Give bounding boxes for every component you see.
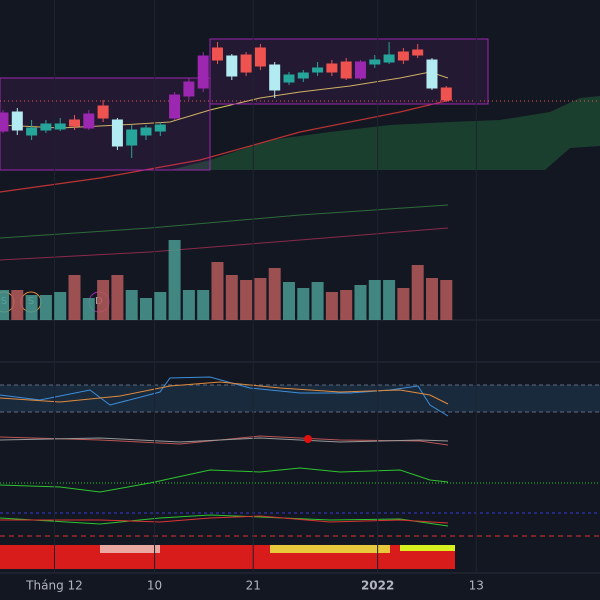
volume-bar: [168, 240, 181, 320]
candle-body: [226, 55, 238, 77]
candle-body: [240, 54, 252, 73]
volume-bar: [97, 280, 110, 320]
candle-body: [440, 87, 452, 101]
candle-body: [169, 94, 181, 119]
candle-body: [397, 51, 409, 61]
volume-bar: [325, 292, 338, 320]
candle-body: [312, 67, 324, 73]
volume-bar: [154, 292, 167, 320]
candle-body: [354, 61, 366, 79]
volume-bar: [383, 280, 396, 320]
candle-body: [0, 112, 9, 132]
candle-body: [426, 59, 438, 89]
volume-bar: [82, 298, 95, 320]
volume-bar: [111, 275, 124, 320]
candle-body: [154, 124, 166, 132]
candle-body: [211, 47, 223, 61]
volume-bar: [397, 288, 410, 320]
volume-bar: [354, 285, 367, 320]
candle-body: [97, 105, 109, 119]
candle-body: [340, 61, 352, 79]
candle-body: [383, 54, 395, 63]
candle-body: [140, 127, 152, 136]
candle-body: [269, 64, 281, 91]
volume-bar: [125, 290, 138, 320]
volume-bar: [340, 290, 353, 320]
x-tick-label: 21: [246, 579, 261, 593]
candle-body: [54, 123, 66, 130]
x-tick-label: Tháng 12: [25, 579, 83, 593]
volume-bar: [225, 275, 238, 320]
candle-body: [369, 59, 381, 65]
candle-body: [283, 74, 295, 83]
candle-body: [412, 49, 424, 56]
candle-body: [297, 72, 309, 79]
volume-bar: [425, 278, 438, 320]
volume-bar: [197, 290, 210, 320]
volume-bar: [182, 290, 195, 320]
volume-bar: [139, 298, 153, 320]
x-tick-label: 10: [147, 579, 162, 593]
volume-bar: [0, 290, 10, 320]
volume-bar: [311, 282, 324, 320]
volume-bar: [54, 292, 67, 320]
candle-body: [254, 47, 266, 67]
candle-body: [126, 129, 138, 146]
x-tick-label: 13: [469, 579, 484, 593]
volume-bar: [39, 295, 52, 320]
volume-bar: [268, 268, 281, 320]
volume-bar: [240, 280, 253, 320]
candle-body: [11, 111, 23, 131]
volume-bar: [25, 295, 38, 320]
x-tick-label: 2022: [361, 579, 394, 593]
volume-bar: [368, 280, 381, 320]
volume-bar: [211, 262, 224, 320]
volume-bar: [440, 280, 453, 320]
volume-bar: [282, 282, 295, 320]
volume-bar: [11, 290, 24, 320]
volume-bar: [297, 288, 310, 320]
candle-body: [183, 81, 195, 97]
candle-body: [111, 119, 123, 147]
candle-body: [26, 127, 38, 136]
candle-body: [83, 113, 95, 129]
candle-body: [68, 119, 81, 127]
volume-bar: [254, 278, 267, 320]
volume-bar: [68, 275, 81, 320]
candle-body: [326, 63, 338, 73]
candle-body: [40, 123, 52, 131]
volume-bar: [411, 265, 424, 320]
candle-body: [197, 55, 209, 89]
